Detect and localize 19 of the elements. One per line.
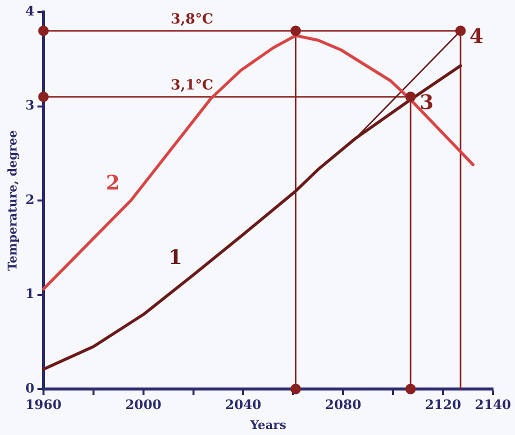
x-tick-label: 2080 — [325, 398, 362, 414]
annotation: 3 — [420, 90, 434, 114]
series-label: 1 — [168, 245, 182, 270]
y-tick-label: 2 — [25, 192, 34, 208]
y-tick-label: 1 — [25, 287, 34, 302]
series-label: 2 — [106, 170, 120, 195]
y-tick-label: 3 — [25, 98, 34, 114]
x-tick-label: 2040 — [225, 398, 262, 414]
y-tick-label: 4 — [25, 4, 34, 20]
x-tick-label: 1960 — [25, 398, 62, 414]
y-axis-title: Temperature, degree — [5, 130, 20, 271]
x-tick-label: 2140 — [474, 398, 512, 414]
ref-line-label: 3,8°C — [170, 11, 214, 28]
x-tick-label: 2120 — [424, 398, 462, 414]
x-axis-title: Years — [249, 418, 286, 432]
x-tick-label: 2000 — [125, 398, 162, 414]
ref-line-label: 3,1°C — [170, 77, 214, 94]
annotation: 4 — [470, 24, 484, 48]
y-tick-label: 0 — [25, 381, 34, 396]
